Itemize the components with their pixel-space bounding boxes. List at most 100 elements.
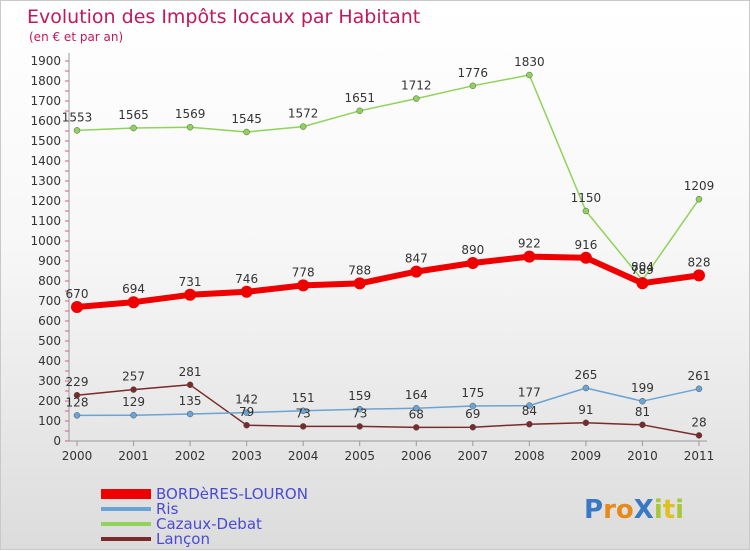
- data-point-ris: [73, 412, 81, 419]
- data-point-ris: [299, 407, 307, 415]
- data-label: 281: [179, 365, 202, 379]
- data-label: 828: [688, 255, 711, 269]
- data-label: 265: [574, 368, 597, 382]
- data-label: 151: [292, 391, 315, 405]
- x-tick-label: 2008: [514, 449, 545, 463]
- data-point-bord-res-louron: [410, 265, 423, 278]
- y-tick-label: 700: [38, 294, 61, 308]
- legend-swatch: [101, 522, 151, 526]
- y-tick-label: 1200: [30, 194, 61, 208]
- data-point-bord-res-louron: [71, 301, 83, 313]
- x-tick-label: 2002: [175, 449, 206, 463]
- data-label: 69: [465, 407, 480, 421]
- data-label: 84: [522, 404, 537, 418]
- data-label: 1572: [288, 107, 319, 121]
- data-point-cazaux-debat: [356, 107, 363, 115]
- data-point-lan-on: [299, 423, 307, 430]
- data-label: 229: [66, 375, 89, 389]
- data-label: 1545: [231, 112, 262, 126]
- data-label: 1712: [401, 79, 432, 93]
- data-point-lan-on: [582, 419, 590, 427]
- data-point-lan-on: [73, 391, 81, 399]
- data-point-lan-on: [356, 423, 363, 430]
- data-label: 847: [405, 252, 428, 266]
- series-line-cazaux-debat: [76, 74, 700, 281]
- data-label: 804: [631, 260, 654, 274]
- data-point-cazaux-debat: [299, 123, 307, 130]
- data-label: 1776: [458, 66, 489, 80]
- data-point-ris: [356, 405, 363, 413]
- y-tick-label: 400: [38, 354, 61, 368]
- x-tick-label: 2004: [288, 449, 319, 463]
- data-point-ris: [526, 402, 533, 409]
- y-tick-label: 200: [38, 394, 61, 408]
- legend-label: Cazaux-Debat: [156, 515, 262, 533]
- data-label: 746: [235, 272, 258, 286]
- data-label: 73: [296, 406, 311, 420]
- data-point-bord-res-louron: [353, 277, 366, 290]
- data-label: 128: [66, 395, 89, 409]
- logo-letter: X: [634, 495, 654, 525]
- chart-title: Evolution des Impôts locaux par Habitant: [27, 6, 420, 28]
- x-tick-label: 2011: [684, 449, 715, 463]
- data-point-bord-res-louron: [127, 296, 140, 309]
- data-point-cazaux-debat: [186, 123, 194, 131]
- x-tick-label: 2000: [62, 449, 93, 463]
- data-point-ris: [130, 411, 137, 419]
- data-label: 135: [179, 394, 202, 408]
- data-point-cazaux-debat: [73, 127, 81, 134]
- legend-label: Lançon: [156, 530, 210, 548]
- data-label: 788: [348, 263, 371, 277]
- y-tick-label: 600: [38, 314, 61, 328]
- y-tick-label: 1700: [30, 94, 61, 108]
- data-label: 68: [409, 407, 424, 421]
- x-tick-label: 2006: [401, 449, 432, 463]
- y-tick-label: 1500: [30, 134, 61, 148]
- data-label: 28: [691, 415, 706, 429]
- y-tick-label: 1000: [30, 234, 61, 248]
- data-point-bord-res-louron: [523, 250, 536, 263]
- data-label: 1830: [514, 55, 545, 69]
- y-tick-label: 1400: [30, 154, 61, 168]
- data-label: 1553: [62, 110, 93, 124]
- data-point-cazaux-debat: [243, 128, 250, 136]
- data-point-cazaux-debat: [695, 195, 703, 203]
- data-label: 175: [461, 386, 484, 400]
- data-point-bord-res-louron: [184, 288, 197, 301]
- data-point-bord-res-louron: [297, 279, 310, 292]
- data-label: 1565: [118, 108, 149, 122]
- data-label: 670: [66, 287, 89, 301]
- legend-swatch: [101, 507, 151, 511]
- logo-letter: t: [663, 495, 675, 525]
- y-tick-label: 500: [38, 334, 61, 348]
- proxiti-logo: ProXiti: [584, 495, 684, 525]
- data-point-ris: [469, 402, 477, 410]
- data-point-lan-on: [130, 386, 137, 393]
- x-tick-label: 2009: [571, 449, 602, 463]
- data-label: 159: [348, 389, 371, 403]
- y-tick-label: 800: [38, 274, 61, 288]
- data-point-bord-res-louron: [466, 257, 479, 269]
- y-tick-label: 1900: [30, 54, 61, 68]
- data-point-lan-on: [526, 420, 533, 428]
- data-point-lan-on: [186, 381, 194, 389]
- data-label: 129: [122, 395, 145, 409]
- data-label: 81: [635, 405, 650, 419]
- axes: 0 100 200 300 400 500 600 700 800 900 1000 1100 1200…: [30, 53, 714, 463]
- data-label: 142: [235, 393, 258, 407]
- data-label: 261: [688, 369, 711, 383]
- data-label: 916: [574, 238, 597, 252]
- data-point-bord-res-louron: [240, 285, 253, 298]
- series-line-bord-res-louron: [76, 253, 700, 310]
- logo-text: ProXiti: [584, 495, 684, 525]
- data-point-ris: [695, 385, 703, 393]
- data-point-cazaux-debat: [413, 95, 420, 102]
- data-label: 199: [631, 381, 654, 395]
- data-point-bord-res-louron: [579, 251, 592, 264]
- data-label: 177: [518, 386, 541, 400]
- data-label: 1569: [175, 107, 206, 121]
- data-point-bord-res-louron: [636, 277, 649, 290]
